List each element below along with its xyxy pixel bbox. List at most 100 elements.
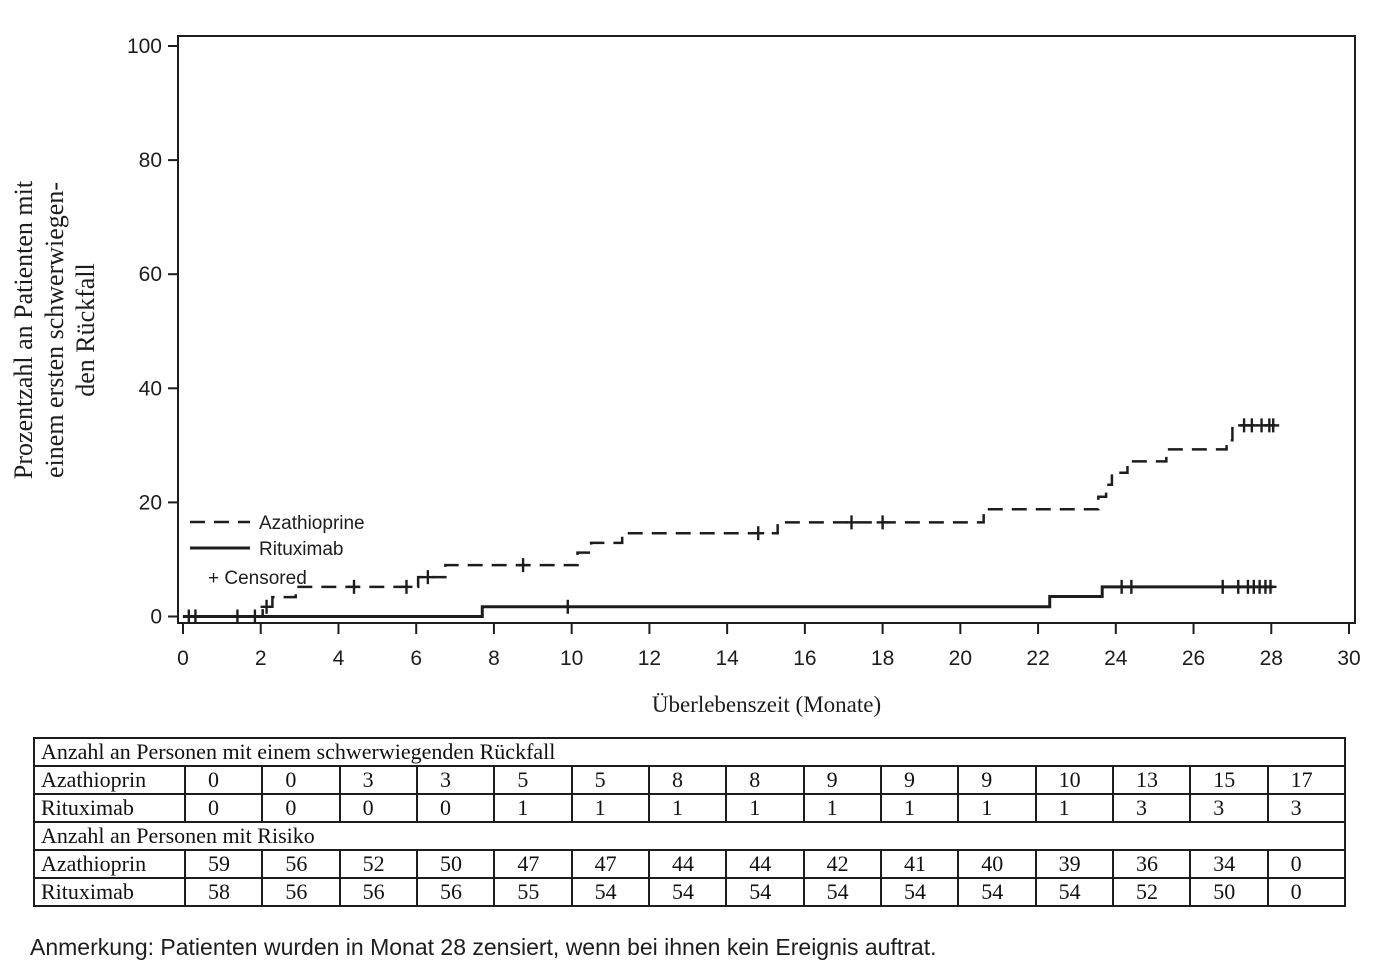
row-value: 3: [1189, 793, 1269, 823]
x-tick-label: 14: [715, 647, 739, 670]
row-value: 54: [647, 877, 728, 907]
row-value: 5: [570, 765, 650, 795]
table-section-header-row: Anzahl an Personen mit Risiko: [33, 821, 1346, 851]
row-value: 5: [493, 765, 573, 795]
x-tick-label: 12: [638, 647, 661, 670]
row-value: 41: [879, 849, 960, 879]
row-label: Azathioprin: [33, 765, 186, 795]
row-value: 47: [493, 849, 573, 879]
row-value: 0: [415, 793, 496, 823]
table-row: Azathioprin 59 56 52 50 47 47 44 44 42 41 40 39 36 34 0: [33, 849, 1347, 879]
row-value: 0: [183, 793, 264, 823]
y-tick-label: 0: [150, 606, 162, 629]
row-value: 52: [338, 849, 418, 879]
row-value: 3: [415, 765, 496, 795]
row-value: 56: [261, 877, 341, 907]
row-value: 54: [1034, 877, 1114, 907]
y-tick-label: 100: [127, 35, 162, 58]
row-value: 1: [802, 793, 882, 823]
table-section-header: Anzahl an Personen mit Risiko: [33, 821, 1346, 851]
row-value: 9: [802, 765, 882, 795]
row-value: 50: [1189, 877, 1269, 907]
y-tick-label: 80: [139, 149, 162, 172]
x-tick-label: 6: [410, 647, 422, 670]
row-value: 10: [1034, 765, 1114, 795]
row-value: 1: [570, 793, 650, 823]
row-value: 47: [570, 849, 650, 879]
row-value: 3: [338, 765, 418, 795]
row-value: 8: [725, 765, 805, 795]
row-value: 3: [1111, 793, 1192, 823]
row-value: 3: [1266, 793, 1347, 823]
table-row: Azathioprin 0 0 3 3 5 5 8 8 9 9 9 10 13 15 17: [33, 765, 1347, 795]
footnote: Anmerkung: Patienten wurden in Monat 28 …: [30, 934, 937, 960]
row-value: 42: [802, 849, 882, 879]
table-row: Rituximab 0 0 0 0 1 1 1 1 1 1 1 1 3 3 3: [33, 793, 1347, 823]
row-value: 15: [1189, 765, 1269, 795]
x-tick-label: 4: [333, 647, 345, 670]
row-value: 55: [493, 877, 573, 907]
x-tick-label: 2: [255, 647, 267, 670]
x-tick-label: 26: [1182, 647, 1205, 670]
row-label: Azathioprin: [33, 849, 186, 879]
x-tick-label: 28: [1260, 647, 1283, 670]
x-tick-label: 16: [793, 647, 816, 670]
row-value: 44: [725, 849, 805, 879]
x-axis-title: Überlebenszeit (Monate): [652, 692, 881, 717]
x-tick-label: 0: [177, 647, 189, 670]
series-rituximab-line: [183, 585, 1274, 618]
x-tick-label: 30: [1337, 647, 1360, 670]
row-value: 0: [1266, 849, 1347, 879]
row-value: 9: [957, 765, 1037, 795]
legend-azathioprine-label: Azathioprine: [259, 513, 365, 534]
row-value: 34: [1189, 849, 1269, 879]
x-tick-label: 10: [560, 647, 583, 670]
row-value: 54: [570, 877, 650, 907]
table-section-header-row: Anzahl an Personen mit einem schwerwiege…: [33, 737, 1346, 767]
row-value: 58: [183, 877, 264, 907]
row-label: Rituximab: [33, 877, 186, 907]
row-value: 9: [879, 765, 960, 795]
row-value: 52: [1111, 877, 1192, 907]
row-value: 54: [725, 877, 805, 907]
table-row: Rituximab 58 56 56 56 55 54 54 54 54 54 54 54 52 50 0: [33, 877, 1347, 907]
row-value: 0: [183, 765, 264, 795]
row-value: 54: [879, 877, 960, 907]
row-value: 0: [1266, 877, 1347, 907]
row-value: 0: [338, 793, 418, 823]
row-value: 8: [647, 765, 728, 795]
x-tick-label: 8: [488, 647, 500, 670]
row-value: 1: [725, 793, 805, 823]
row-value: 1: [957, 793, 1037, 823]
row-value: 40: [957, 849, 1037, 879]
row-value: 44: [647, 849, 728, 879]
y-tick-label: 60: [139, 263, 162, 286]
x-tick-label: 18: [871, 647, 894, 670]
row-value: 54: [957, 877, 1037, 907]
row-value: 1: [1034, 793, 1114, 823]
row-value: 59: [183, 849, 264, 879]
series-azathioprine-line: [183, 424, 1276, 618]
table-section-header: Anzahl an Personen mit einem schwerwiege…: [33, 737, 1346, 767]
y-tick-label: 20: [139, 491, 162, 514]
row-value: 0: [261, 793, 341, 823]
row-value: 17: [1266, 765, 1347, 795]
x-tick-label: 24: [1104, 647, 1128, 670]
row-value: 1: [647, 793, 728, 823]
legend-rituximab-label: Rituximab: [259, 539, 343, 560]
legend-censored-label: + Censored: [208, 568, 307, 589]
x-tick-label: 20: [949, 647, 972, 670]
y-tick-label: 40: [139, 377, 162, 400]
x-tick-label: 22: [1026, 647, 1049, 670]
risk-table-container: Anzahl an Personen mit einem schwerwiege…: [33, 737, 1347, 907]
row-value: 1: [879, 793, 960, 823]
row-value: 56: [415, 877, 496, 907]
row-value: 1: [493, 793, 573, 823]
plot-frame: [177, 35, 1356, 624]
row-value: 0: [261, 765, 341, 795]
row-label: Rituximab: [33, 793, 186, 823]
row-value: 50: [415, 849, 496, 879]
row-value: 36: [1111, 849, 1192, 879]
risk-table: Anzahl an Personen mit einem schwerwiege…: [33, 737, 1347, 907]
